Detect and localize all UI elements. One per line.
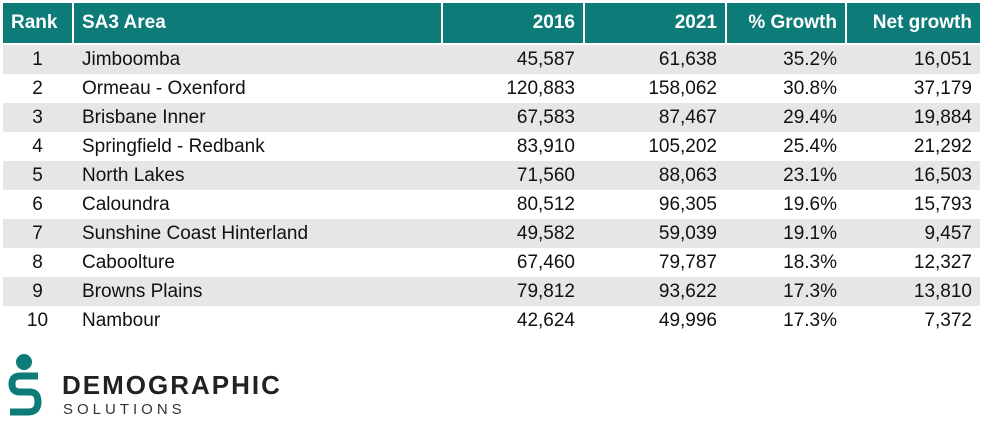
table-cell: 6 (32, 194, 43, 215)
table-cell: 87,467 (658, 107, 717, 128)
table-cell: Browns Plains (82, 281, 203, 302)
table-cell: 88,063 (658, 165, 717, 186)
row-background (3, 277, 980, 306)
table-cell: 67,583 (516, 107, 575, 128)
table-cell: 30.8% (783, 78, 837, 99)
table-cell: 158,062 (648, 78, 717, 99)
table-cell: 10 (26, 310, 49, 331)
table-cell: 42,624 (516, 310, 575, 331)
table-cell: Jimboomba (82, 49, 181, 70)
table-cell: 2 (32, 78, 43, 99)
table-cell: 61,638 (658, 49, 717, 70)
table-cell: 96,305 (658, 194, 717, 215)
table-cell: 4 (32, 136, 43, 157)
table-cell: 79,787 (658, 252, 717, 273)
table-cell: 120,883 (506, 78, 575, 99)
table-cell: 21,292 (913, 136, 972, 157)
table-cell: 35.2% (783, 49, 837, 70)
table-cell: 23.1% (783, 165, 837, 186)
table-cell: 19.6% (783, 194, 837, 215)
table-cell: 45,587 (516, 49, 575, 70)
table-cell: 49,582 (516, 223, 575, 244)
table-cell: Brisbane Inner (82, 107, 206, 128)
table-cell: Nambour (82, 310, 161, 331)
header-cell: 2021 (585, 3, 725, 43)
row-background (3, 103, 980, 132)
header-cell: Rank (3, 3, 72, 43)
header-cell: % Growth (727, 3, 845, 43)
row-background (3, 45, 980, 74)
table-cell: Springfield - Redbank (82, 136, 265, 157)
logo-name: DEMOGRAPHIC (62, 370, 282, 400)
table-cell: 8 (32, 252, 43, 273)
table-cell: Sunshine Coast Hinterland (82, 223, 309, 244)
table-cell: 80,512 (516, 194, 575, 215)
table-cell: 5 (32, 165, 43, 186)
logo-tagline: SOLUTIONS (63, 401, 186, 418)
table-cell: Caboolture (82, 252, 175, 273)
table-cell: 25.4% (783, 136, 837, 157)
table-cell: 16,503 (913, 165, 972, 186)
table-cell: 67,460 (516, 252, 575, 273)
logo-icon (8, 354, 42, 416)
table-cell: Ormeau - Oxenford (82, 78, 246, 99)
table-cell: 9,457 (924, 223, 972, 244)
table-cell: 19.1% (783, 223, 837, 244)
row-background (3, 161, 980, 190)
table-cell: 7,372 (924, 310, 972, 331)
table-cell: 93,622 (658, 281, 717, 302)
table-cell: 59,039 (658, 223, 717, 244)
table-cell: 12,327 (913, 252, 972, 273)
table-cell: 19,884 (913, 107, 972, 128)
table-cell: 83,910 (516, 136, 575, 157)
row-background (3, 219, 980, 248)
table-cell: 71,560 (516, 165, 575, 186)
header-cell: Net growth (847, 3, 980, 43)
table-cell: Caloundra (82, 194, 170, 215)
table-cell: 105,202 (648, 136, 717, 157)
table-cell: 29.4% (783, 107, 837, 128)
table-cell: 3 (32, 107, 43, 128)
table-cell: 17.3% (783, 281, 837, 302)
header-cell: 2016 (443, 3, 583, 43)
header-cell: SA3 Area (74, 3, 441, 43)
table-cell: 1 (32, 49, 43, 70)
table-cell: 9 (32, 281, 43, 302)
table-cell: 15,793 (913, 194, 972, 215)
table-cell: North Lakes (82, 165, 185, 186)
table-cell: 37,179 (913, 78, 972, 99)
table-cell: 49,996 (658, 310, 717, 331)
table-cell: 16,051 (913, 49, 972, 70)
table-cell: 79,812 (516, 281, 575, 302)
table-cell: 13,810 (913, 281, 972, 302)
table-cell: 18.3% (783, 252, 837, 273)
table-cell: 17.3% (783, 310, 837, 331)
table-cell: 7 (32, 223, 43, 244)
